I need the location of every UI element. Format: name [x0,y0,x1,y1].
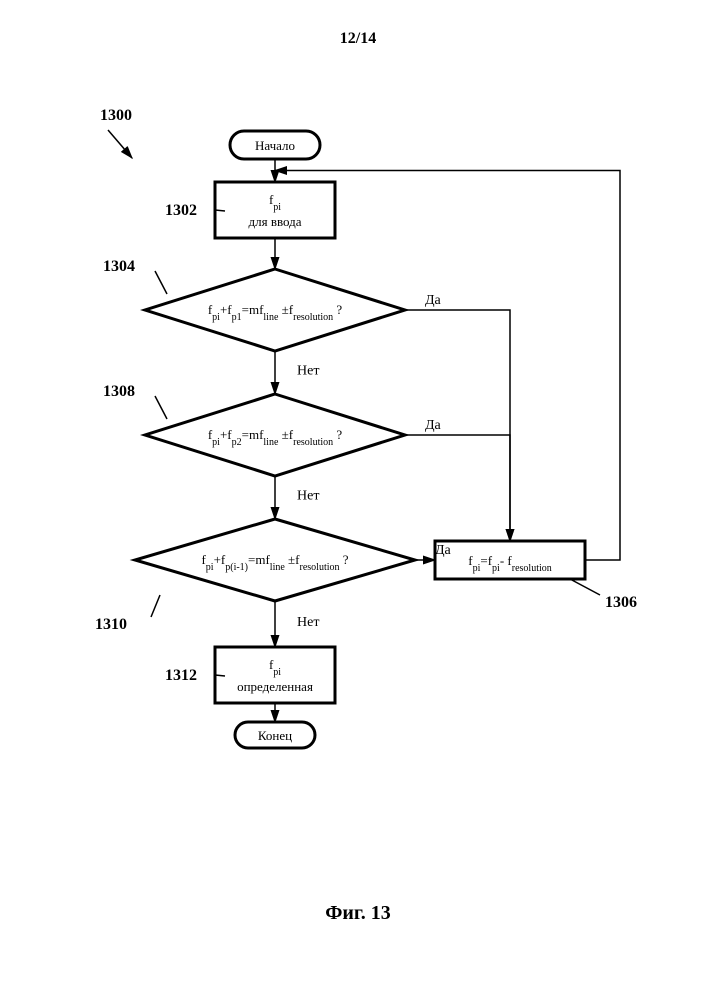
svg-text:1300: 1300 [100,107,132,124]
page-number: 12/14 [0,30,716,48]
svg-text:определенная: определенная [237,679,313,694]
node-n1302: fpiдля ввода [215,182,335,238]
svg-text:Нет: Нет [297,364,319,379]
svg-text:1304: 1304 [103,258,135,275]
svg-text:1310: 1310 [95,616,127,633]
svg-text:1302: 1302 [165,202,197,219]
svg-text:Да: Да [425,293,442,308]
svg-text:1306: 1306 [605,594,637,611]
figure-caption: Фиг. 13 [0,902,716,925]
svg-text:Да: Да [425,418,442,433]
svg-text:Нет: Нет [297,615,319,630]
node-n1306: fpi=fpi- fresolution [435,541,585,579]
node-n1304: fpi+fp1=mfline ±fresolution ? [145,269,405,351]
svg-text:Да: Да [435,543,452,558]
svg-text:1308: 1308 [103,383,135,400]
node-n1312: fpiопределенная [215,647,335,703]
node-end: Конец [235,722,315,748]
node-start: Начало [230,131,320,159]
svg-text:1312: 1312 [165,667,197,684]
node-n1310: fpi+fp(i-1)=mfline ±fresolution ? [135,519,415,601]
svg-text:Начало: Начало [255,138,295,153]
node-n1308: fpi+fp2=mfline ±fresolution ? [145,394,405,476]
svg-text:для ввода: для ввода [248,214,301,229]
page: { "page_number": "12/14", "figure_captio… [0,0,716,1000]
flowchart-canvas: 1300 Начало fpiдля ввода 1302 fpi+fp1=mfline… [0,100,716,880]
svg-text:Конец: Конец [258,728,292,743]
svg-text:Нет: Нет [297,489,319,504]
